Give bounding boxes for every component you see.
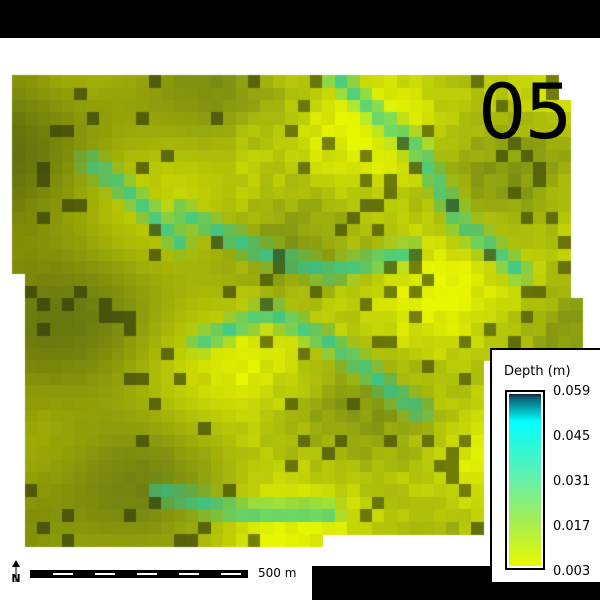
scale-bar-segment xyxy=(53,573,73,575)
legend-color-ramp xyxy=(505,390,545,570)
scale-bar xyxy=(30,570,248,578)
north-label: N xyxy=(11,572,20,584)
legend-tick-max: 0.059 xyxy=(553,384,591,399)
legend-tick: 0.031 xyxy=(553,474,591,489)
legend-tick: 0.017 xyxy=(553,519,591,534)
scale-bar-segment xyxy=(137,573,157,575)
scale-bar-segment xyxy=(179,573,199,575)
legend-tick-min: 0.003 xyxy=(553,564,591,579)
north-arrow-icon: N xyxy=(8,560,24,585)
scale-bar-label: 500 m xyxy=(258,566,297,580)
scale-bar-segment xyxy=(95,573,115,575)
scale-bar-segment xyxy=(221,573,241,575)
depth-legend: Depth (m) 0.059 0.045 0.031 0.017 0.003 xyxy=(490,348,600,584)
top-black-band xyxy=(0,0,600,38)
frame-number: 05 xyxy=(478,67,573,156)
legend-tick: 0.045 xyxy=(553,429,591,444)
legend-ramp-fill xyxy=(509,394,541,566)
legend-title: Depth (m) xyxy=(504,364,571,379)
